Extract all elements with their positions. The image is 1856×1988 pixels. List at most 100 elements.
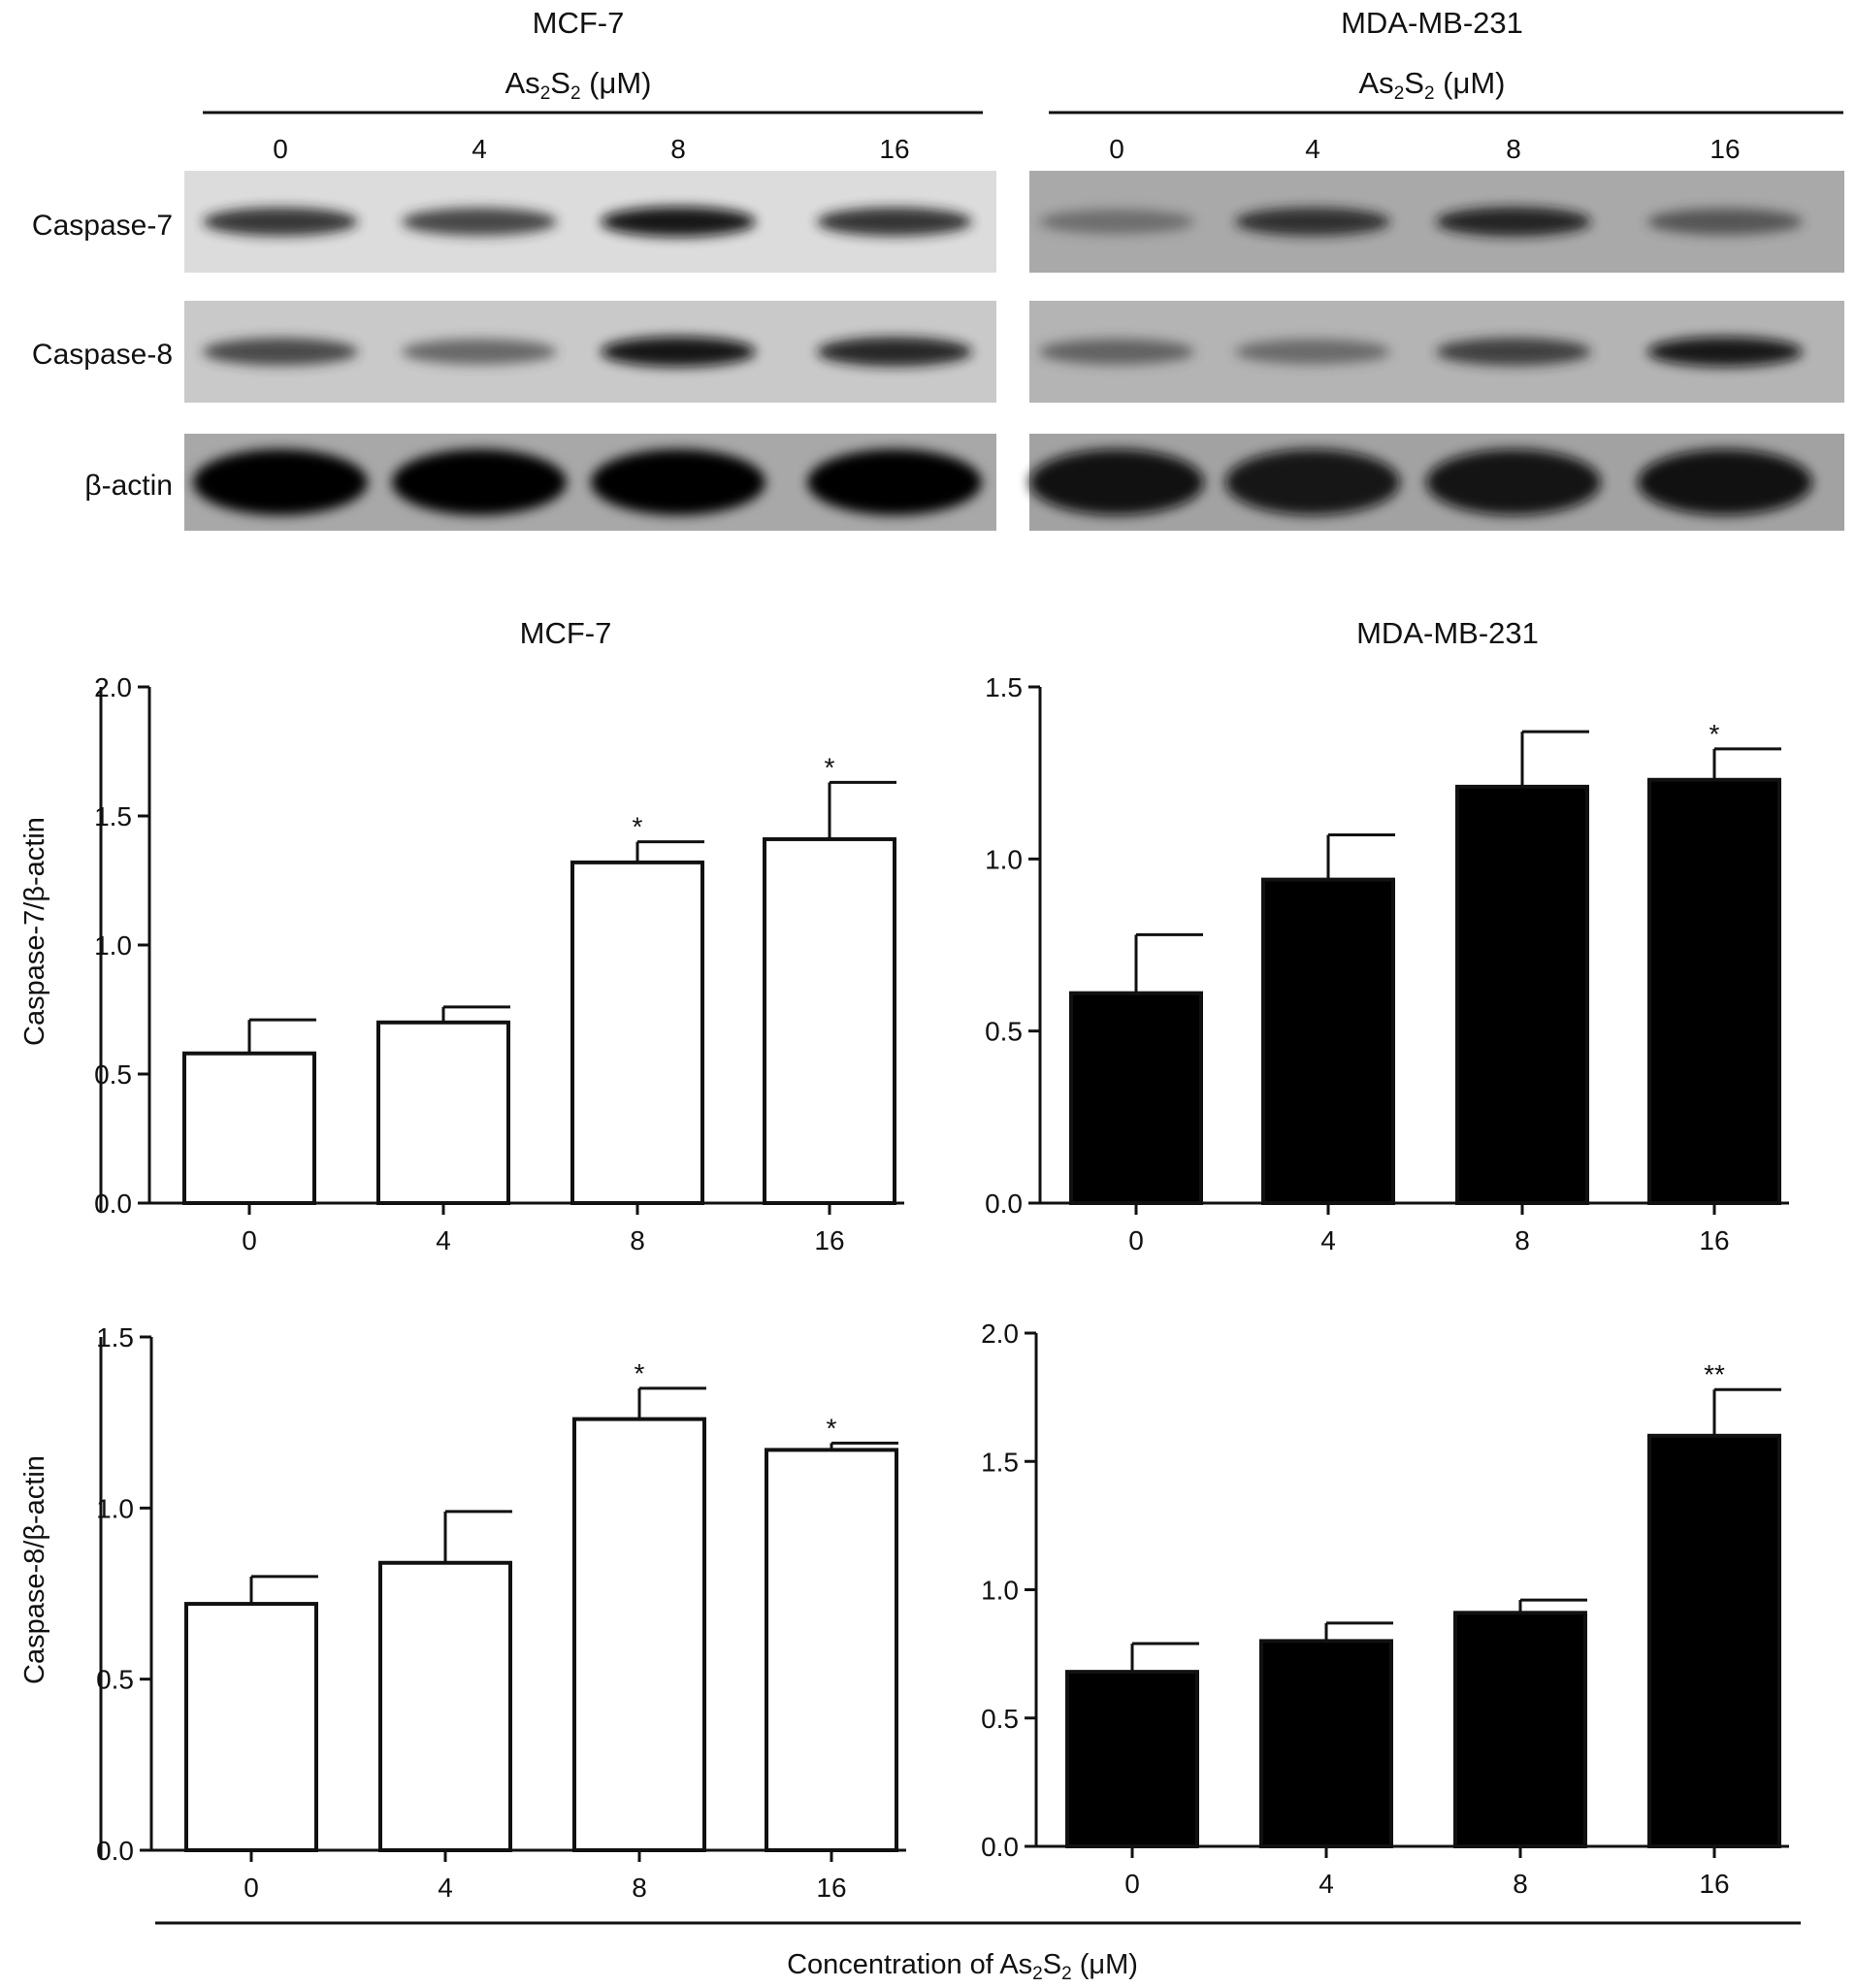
blot-band — [203, 338, 358, 366]
blot-lane-label: 0 — [273, 134, 288, 164]
blot-band — [1225, 449, 1400, 515]
blot-lane-label: 4 — [472, 134, 487, 164]
blot-rows: Caspase-7 Caspase-8 β-actin — [32, 171, 996, 531]
x-tick-label: 8 — [1514, 1225, 1530, 1255]
blot-band — [1436, 207, 1591, 237]
bar-chart-caspase7-mcf7: 0.0 0.5 1.0 1.5 2.0 0 4 8 * 16 * — [94, 672, 904, 1255]
x-tick-label: 0 — [244, 1873, 259, 1903]
y-tick-label: 1.0 — [985, 844, 1023, 874]
blot-band — [1235, 207, 1390, 237]
blot-lane-label: 4 — [1305, 134, 1320, 164]
x-tick-label: 16 — [816, 1873, 846, 1903]
blot-row — [1029, 434, 1844, 531]
blot-band — [591, 449, 765, 515]
blot-band — [1638, 449, 1812, 515]
blot-lane-label: 8 — [670, 134, 686, 164]
y-tick-label: 1.5 — [981, 1447, 1019, 1477]
y-tick-label: 0.5 — [981, 1704, 1019, 1734]
blot-band — [193, 449, 368, 515]
bar — [1455, 784, 1589, 1205]
blot-band — [817, 207, 972, 237]
blot-band — [1436, 338, 1591, 366]
blot-title-mcf7: MCF-7 — [533, 6, 625, 40]
bar — [184, 1602, 318, 1852]
blot-lane-label: 0 — [1109, 134, 1124, 164]
bar — [1647, 1433, 1781, 1849]
x-tick-label: 0 — [242, 1225, 257, 1255]
blot-lane-labels: 0 4 8 16 — [1109, 134, 1740, 164]
blot-band — [1426, 449, 1601, 515]
blot-title-mdamb231: MDA-MB-231 — [1341, 6, 1523, 40]
significance-marker: * — [1709, 719, 1720, 749]
y-axis-label-caspase8: Caspase-8/β-actin — [19, 1455, 50, 1684]
blot-row-label: Caspase-8 — [32, 339, 173, 371]
blot-lane-label: 16 — [1709, 134, 1740, 164]
blot-band — [392, 449, 567, 515]
y-tick-label: 1.5 — [985, 672, 1023, 702]
blot-band — [1039, 339, 1194, 365]
x-tick-label: 0 — [1124, 1869, 1140, 1899]
blot-panel-mcf7: MCF-7 As2S2 (μM) 0 4 8 16 Caspase-7Caspase-… — [32, 6, 996, 531]
blot-band — [203, 207, 358, 237]
y-tick-label: 2.0 — [981, 1319, 1019, 1349]
bar — [1065, 1670, 1199, 1849]
blot-band — [402, 339, 557, 365]
blot-row-label: Caspase-7 — [32, 210, 173, 242]
y-tick-label: 1.0 — [96, 1493, 134, 1523]
shared-x-axis-label: Concentration of As2S2 (μM) — [787, 1949, 1138, 1984]
blot-row-label: β-actin — [84, 470, 173, 502]
significance-marker: * — [633, 812, 643, 842]
y-tick-label: 2.0 — [94, 672, 132, 702]
bar — [378, 1560, 512, 1852]
blot-band — [1235, 339, 1390, 365]
blot-lane-label: 16 — [879, 134, 909, 164]
y-tick-label: 0.0 — [94, 1189, 132, 1219]
bar — [376, 1020, 510, 1206]
bar — [765, 1448, 898, 1852]
chart-title-mcf7: MCF-7 — [520, 616, 612, 650]
blot-band — [1647, 208, 1803, 236]
blot-row — [1029, 171, 1844, 273]
bar — [1261, 877, 1395, 1205]
significance-marker: * — [825, 752, 835, 782]
y-tick-label: 0.0 — [96, 1836, 134, 1866]
blot-lane-labels: 0 4 8 16 — [273, 134, 909, 164]
y-axis-label-caspase7: Caspase-7/β-actin — [19, 817, 50, 1046]
blot-row: Caspase-8 — [32, 301, 996, 403]
y-tick-label: 0.0 — [981, 1832, 1019, 1862]
x-tick-label: 16 — [814, 1225, 844, 1255]
blot-band — [601, 336, 756, 368]
blot-band — [807, 449, 982, 515]
bar — [763, 836, 896, 1205]
blot-panel-mdamb231: MDA-MB-231 As2S2 (μM) 0 4 8 16 — [1029, 6, 1844, 531]
x-tick-label: 4 — [436, 1225, 451, 1255]
blot-treatment-mcf7: As2S2 (μM) — [505, 66, 652, 104]
blot-row: β-actin — [84, 434, 996, 531]
y-tick-label: 0.0 — [985, 1189, 1023, 1219]
bar — [1259, 1639, 1393, 1849]
x-tick-label: 4 — [1319, 1869, 1334, 1899]
significance-marker: ** — [1704, 1359, 1725, 1389]
y-tick-label: 0.5 — [94, 1059, 132, 1090]
bar — [1453, 1611, 1587, 1849]
x-tick-label: 4 — [438, 1873, 453, 1903]
blot-band — [1647, 337, 1803, 367]
bar — [1647, 777, 1781, 1205]
x-tick-label: 8 — [632, 1873, 647, 1903]
blot-lane-label: 8 — [1506, 134, 1521, 164]
y-tick-label: 0.5 — [96, 1665, 134, 1695]
y-tick-label: 0.5 — [985, 1017, 1023, 1047]
blot-row — [1029, 301, 1844, 403]
x-tick-label: 0 — [1128, 1225, 1144, 1255]
x-tick-label: 8 — [1513, 1869, 1528, 1899]
bar-chart-caspase8-mdamb231: 0.0 0.5 1.0 1.5 2.0 0 4 8 16 ** — [981, 1319, 1789, 1899]
x-tick-label: 8 — [630, 1225, 645, 1255]
blot-treatment-mdamb231: As2S2 (μM) — [1359, 66, 1506, 104]
bar — [572, 1417, 706, 1852]
bar — [182, 1051, 316, 1205]
blot-rows — [1029, 171, 1844, 531]
blot-band — [817, 337, 972, 367]
blot-band — [1029, 449, 1204, 515]
bar-chart-caspase7-mdamb231: 0.0 0.5 1.0 1.5 0 4 8 16 * — [985, 672, 1789, 1255]
significance-marker: * — [635, 1358, 645, 1388]
